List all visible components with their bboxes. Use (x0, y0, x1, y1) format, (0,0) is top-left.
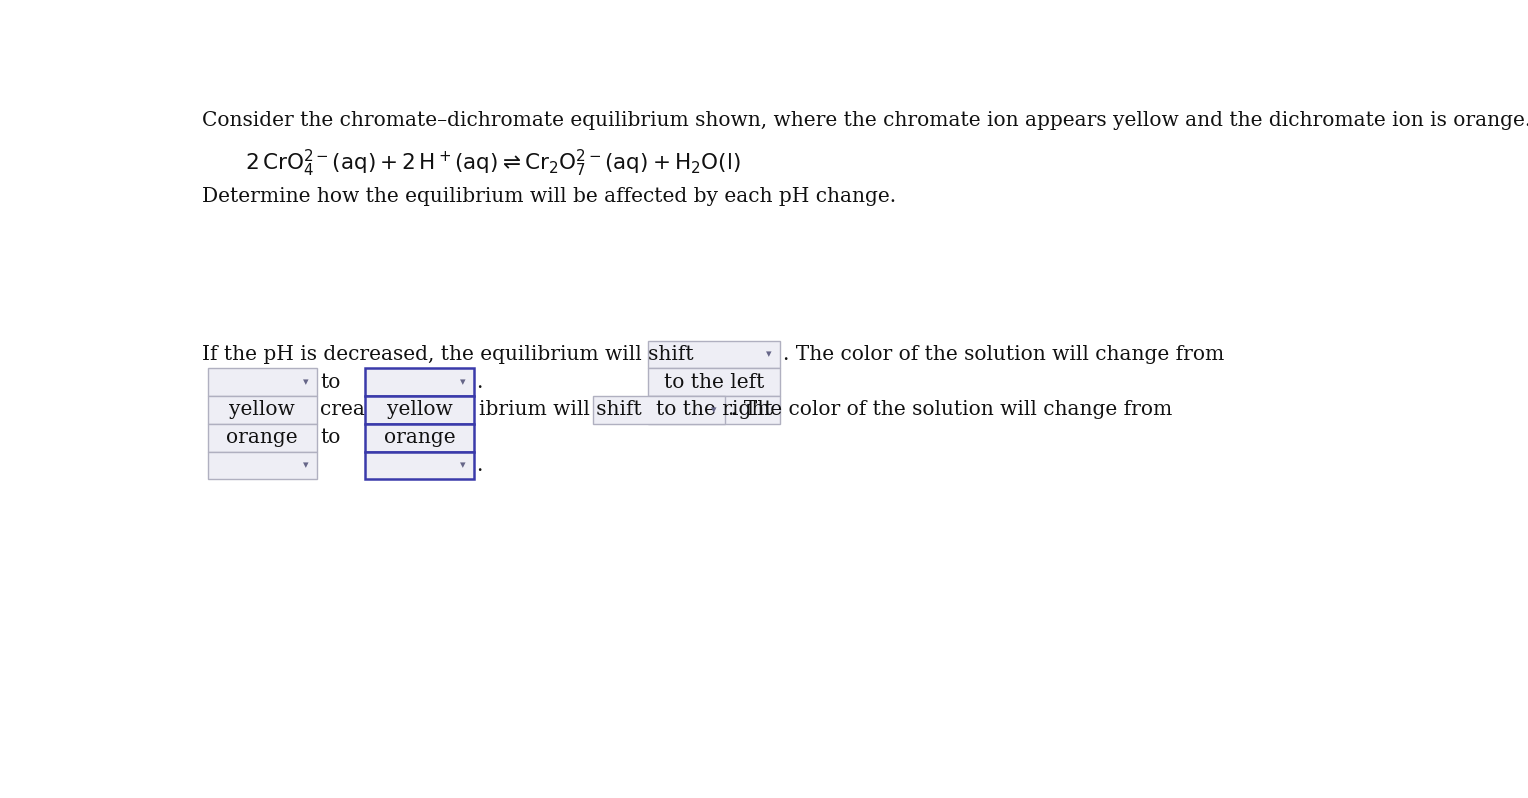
FancyBboxPatch shape (208, 452, 316, 480)
Text: ▾: ▾ (712, 405, 717, 415)
Text: If the pH is decreased, the equilibrium will shift: If the pH is decreased, the equilibrium … (202, 345, 694, 364)
FancyBboxPatch shape (648, 396, 779, 424)
Text: to: to (321, 429, 341, 447)
Text: ibrium will shift: ibrium will shift (478, 401, 642, 420)
Text: . The color of the solution will change from: . The color of the solution will change … (784, 345, 1224, 364)
Text: ▾: ▾ (460, 377, 466, 387)
FancyBboxPatch shape (208, 396, 316, 424)
FancyBboxPatch shape (365, 369, 474, 396)
FancyBboxPatch shape (365, 452, 474, 480)
Text: to the left: to the left (665, 373, 764, 392)
FancyBboxPatch shape (208, 369, 316, 396)
Text: orange: orange (226, 429, 298, 447)
FancyBboxPatch shape (365, 396, 474, 424)
FancyBboxPatch shape (648, 341, 779, 369)
Text: yellow: yellow (229, 401, 295, 420)
Text: ▾: ▾ (460, 460, 466, 470)
Text: to: to (321, 373, 341, 392)
Text: to the right: to the right (656, 401, 773, 420)
Text: ▾: ▾ (303, 377, 309, 387)
Text: ▾: ▾ (303, 460, 309, 470)
Text: Consider the chromate–dichromate equilibrium shown, where the chromate ion appea: Consider the chromate–dichromate equilib… (202, 111, 1528, 130)
Text: orange: orange (384, 429, 455, 447)
Text: .: . (727, 401, 733, 420)
Text: yellow: yellow (387, 401, 452, 420)
FancyBboxPatch shape (365, 424, 474, 452)
Text: $2\,\mathrm{CrO_4^{2-}(aq) + 2\,H^+(aq) \rightleftharpoons Cr_2O_7^{2-}(aq) + H_: $2\,\mathrm{CrO_4^{2-}(aq) + 2\,H^+(aq) … (246, 148, 741, 180)
Text: .: . (477, 456, 483, 475)
Text: crea: crea (321, 401, 365, 420)
Text: .: . (477, 373, 483, 392)
FancyBboxPatch shape (648, 369, 779, 396)
Text: ▾: ▾ (767, 350, 772, 359)
Text: . The color of the solution will change from: . The color of the solution will change … (732, 401, 1172, 420)
FancyBboxPatch shape (208, 424, 316, 452)
Text: Determine how the equilibrium will be affected by each pH change.: Determine how the equilibrium will be af… (202, 187, 895, 206)
FancyBboxPatch shape (593, 396, 724, 424)
